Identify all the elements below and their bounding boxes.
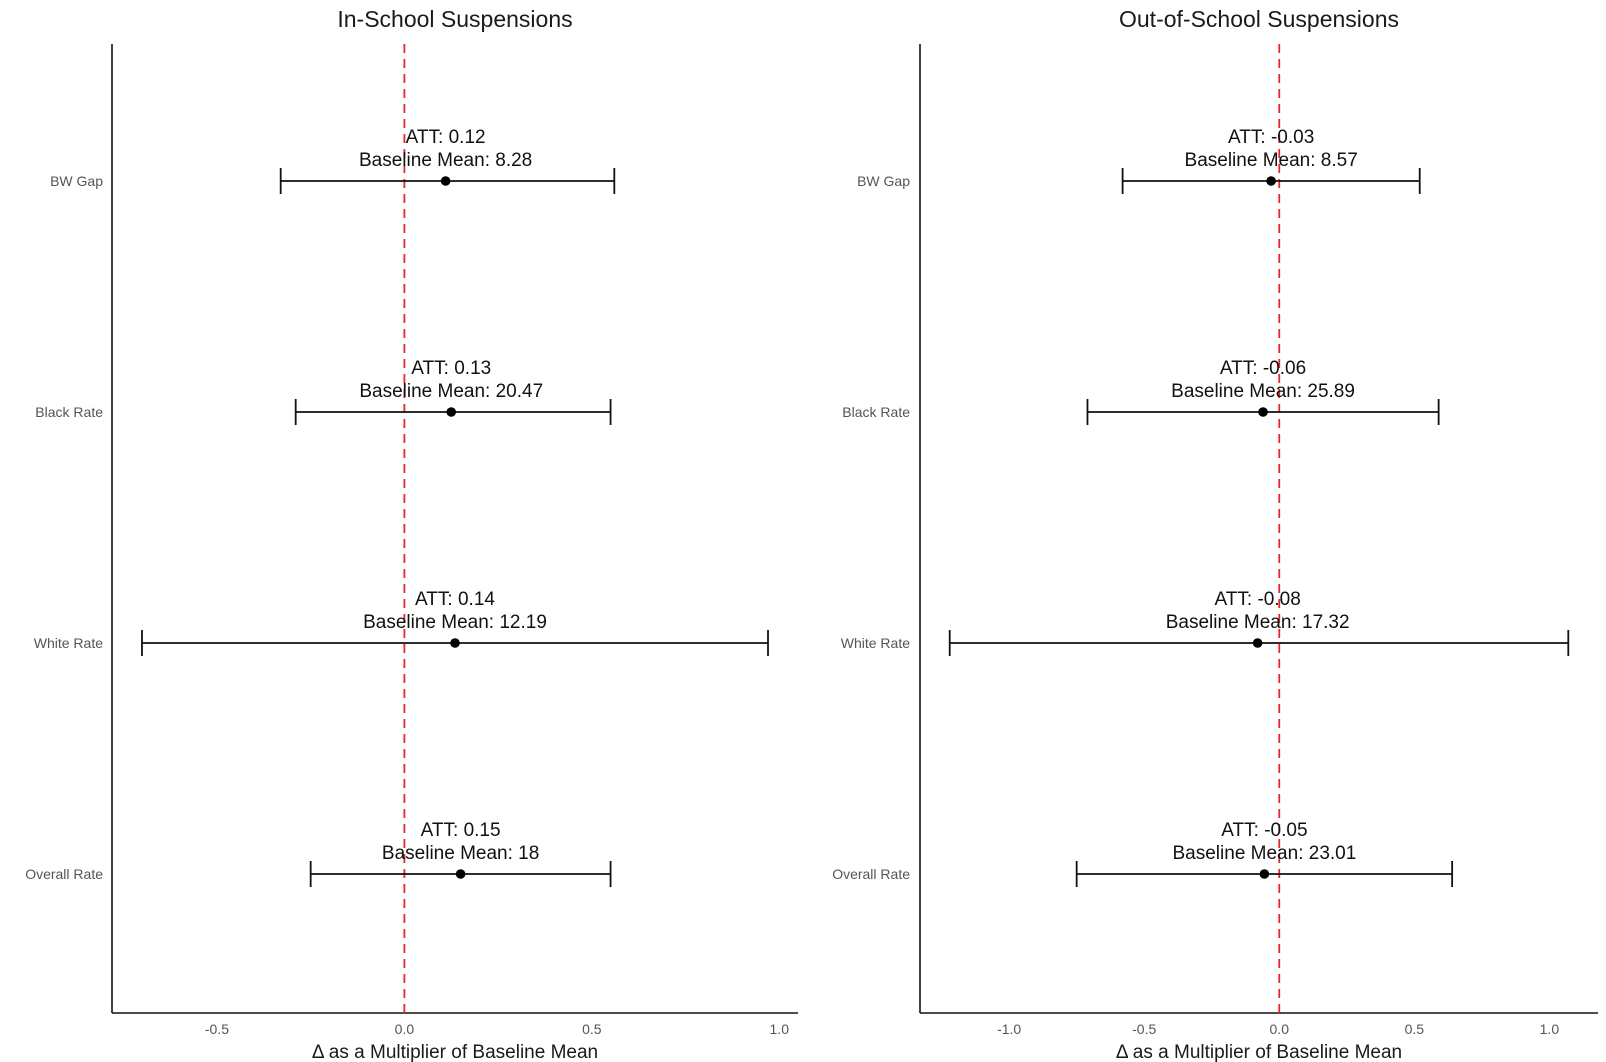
panel-1-black-rate-category-label: Black Rate bbox=[35, 404, 103, 420]
panel-2-overall-rate-baseline-annotation: Baseline Mean: 23.01 bbox=[1173, 843, 1357, 864]
panel-2-overall-rate-point-estimate bbox=[1259, 869, 1270, 879]
panel-1-x-axis-label: Δ as a Multiplier of Baseline Mean bbox=[312, 1042, 598, 1062]
panel-1-overall-rate-baseline-annotation: Baseline Mean: 18 bbox=[382, 843, 539, 864]
panel-2-x-tick-label: -0.5 bbox=[1132, 1021, 1156, 1037]
panel-1-white-rate-att-annotation: ATT: 0.14 bbox=[415, 589, 495, 610]
panel-2-overall-rate-att-annotation: ATT: -0.05 bbox=[1221, 820, 1307, 841]
panel-2-x-tick-label: 0.5 bbox=[1405, 1021, 1425, 1037]
panel-2-bw-gap-baseline-annotation: Baseline Mean: 8.57 bbox=[1185, 150, 1358, 171]
panel-1-overall-rate-att-annotation: ATT: 0.15 bbox=[421, 820, 501, 841]
panel-2-white-rate-point-estimate bbox=[1252, 638, 1263, 648]
panel-2-black-rate-baseline-annotation: Baseline Mean: 25.89 bbox=[1171, 381, 1355, 402]
panel-1-black-rate-baseline-annotation: Baseline Mean: 20.47 bbox=[359, 381, 543, 402]
panel-1-white-rate-point-estimate bbox=[450, 638, 460, 648]
panel-2-black-rate-att-annotation: ATT: -0.06 bbox=[1220, 358, 1306, 379]
panel-1-bw-gap-category-label: BW Gap bbox=[50, 173, 103, 189]
panel-2-x-tick-label: 1.0 bbox=[1540, 1021, 1560, 1037]
panel-2-white-rate-category-label: White Rate bbox=[841, 635, 910, 651]
panel-1-title: In-School Suspensions bbox=[337, 6, 572, 32]
panel-1-overall-rate-category-label: Overall Rate bbox=[25, 866, 103, 882]
panel-2-bw-gap-point-estimate bbox=[1266, 176, 1276, 186]
panel-2-white-rate-att-annotation: ATT: -0.08 bbox=[1215, 589, 1301, 610]
panel-1-x-tick-label: 0.0 bbox=[395, 1021, 415, 1037]
panel-2-black-rate-category-label: Black Rate bbox=[842, 404, 910, 420]
panel-1-bw-gap-baseline-annotation: Baseline Mean: 8.28 bbox=[359, 150, 532, 171]
panel-1-x-tick-label: -0.5 bbox=[205, 1021, 229, 1037]
panel-1-black-rate-att-annotation: ATT: 0.13 bbox=[411, 358, 491, 379]
panel-1-white-rate-baseline-annotation: Baseline Mean: 12.19 bbox=[363, 612, 547, 633]
panel-2-white-rate-baseline-annotation: Baseline Mean: 17.32 bbox=[1166, 612, 1350, 633]
panel-1-bw-gap-att-annotation: ATT: 0.12 bbox=[406, 127, 486, 148]
panel-1-overall-rate-point-estimate bbox=[455, 869, 466, 879]
panel-1-bw-gap-point-estimate bbox=[440, 176, 451, 186]
panel-2-bw-gap-att-annotation: ATT: -0.03 bbox=[1228, 127, 1314, 148]
panel-2-overall-rate-category-label: Overall Rate bbox=[832, 866, 910, 882]
panel-2-black-rate-point-estimate bbox=[1258, 407, 1268, 417]
panel-1-black-rate-point-estimate bbox=[446, 407, 457, 417]
panel-2-x-axis-label: Δ as a Multiplier of Baseline Mean bbox=[1116, 1042, 1402, 1062]
panel-1-white-rate-category-label: White Rate bbox=[34, 635, 103, 651]
panel-in-school-suspensions: In-School Suspensions -0.5 0.0 0.5 1.0 Δ as a… bbox=[25, 6, 798, 1062]
panel-2-title: Out-of-School Suspensions bbox=[1119, 6, 1399, 32]
panel-1-x-tick-label: 1.0 bbox=[770, 1021, 790, 1037]
panel-2-x-tick-label: 0.0 bbox=[1270, 1021, 1290, 1037]
panel-2-bw-gap-category-label: BW Gap bbox=[857, 173, 910, 189]
panel-out-of-school-suspensions: Out-of-School Suspensions -1.0 -0.5 0.0 0.5 1… bbox=[832, 6, 1598, 1062]
panel-1-x-tick-label: 0.5 bbox=[582, 1021, 602, 1037]
panel-2-x-tick-label: -1.0 bbox=[997, 1021, 1021, 1037]
